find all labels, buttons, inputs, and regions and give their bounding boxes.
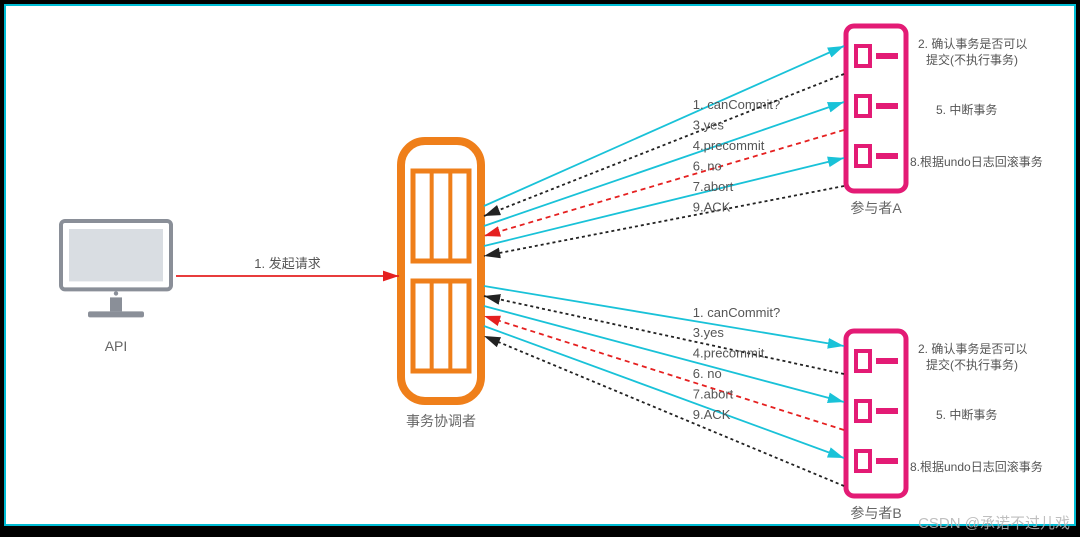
svg-text:4.precommit: 4.precommit bbox=[693, 138, 765, 153]
svg-text:6. no: 6. no bbox=[693, 366, 722, 381]
participant-a-node bbox=[846, 26, 906, 191]
svg-text:7.abort: 7.abort bbox=[693, 179, 734, 194]
coordinator-node bbox=[401, 141, 481, 401]
api-node bbox=[61, 221, 171, 317]
svg-text:API: API bbox=[105, 338, 128, 354]
svg-text:3.yes: 3.yes bbox=[693, 118, 725, 133]
msg-b-arrow-4 bbox=[484, 326, 844, 458]
svg-text:1. 发起请求: 1. 发起请求 bbox=[254, 256, 320, 271]
svg-text:8.根据undo日志回滚事务: 8.根据undo日志回滚事务 bbox=[910, 459, 1043, 474]
svg-text:提交(不执行事务): 提交(不执行事务) bbox=[926, 52, 1018, 67]
svg-text:1. canCommit?: 1. canCommit? bbox=[693, 305, 780, 320]
svg-text:1. canCommit?: 1. canCommit? bbox=[693, 97, 780, 112]
svg-text:3.yes: 3.yes bbox=[693, 325, 725, 340]
msg-b-arrow-0 bbox=[484, 286, 844, 346]
svg-text:参与者B: 参与者B bbox=[850, 505, 901, 521]
svg-text:8.根据undo日志回滚事务: 8.根据undo日志回滚事务 bbox=[910, 154, 1043, 169]
svg-text:9.ACK: 9.ACK bbox=[693, 407, 731, 422]
msg-a-arrow-2 bbox=[484, 102, 844, 226]
svg-text:2. 确认事务是否可以: 2. 确认事务是否可以 bbox=[918, 36, 1027, 51]
svg-text:5. 中断事务: 5. 中断事务 bbox=[936, 407, 997, 422]
svg-text:提交(不执行事务): 提交(不执行事务) bbox=[926, 357, 1018, 372]
msg-a-arrow-0 bbox=[484, 46, 844, 206]
msg-b-arrow-5 bbox=[484, 336, 844, 486]
svg-text:6. no: 6. no bbox=[693, 159, 722, 174]
msg-b-arrow-2 bbox=[484, 306, 844, 402]
svg-text:9.ACK: 9.ACK bbox=[693, 199, 731, 214]
msg-b-arrow-3 bbox=[484, 316, 844, 430]
svg-text:4.precommit: 4.precommit bbox=[693, 346, 765, 361]
msg-a-arrow-4 bbox=[484, 158, 844, 246]
svg-text:7.abort: 7.abort bbox=[693, 387, 734, 402]
diagram-svg: API 事务协调者 参与者A 2. 确认事务是否可以提交(不执行事务) 5. 中断事务 8… bbox=[6, 6, 1078, 528]
svg-text:2. 确认事务是否可以: 2. 确认事务是否可以 bbox=[918, 341, 1027, 356]
participant-b-node bbox=[846, 331, 906, 496]
svg-text:5. 中断事务: 5. 中断事务 bbox=[936, 102, 997, 117]
diagram-canvas: API 事务协调者 参与者A 2. 确认事务是否可以提交(不执行事务) 5. 中断事务 8… bbox=[4, 4, 1076, 526]
svg-text:事务协调者: 事务协调者 bbox=[406, 413, 476, 429]
msg-b-arrow-1 bbox=[484, 296, 844, 374]
svg-text:参与者A: 参与者A bbox=[850, 200, 902, 216]
